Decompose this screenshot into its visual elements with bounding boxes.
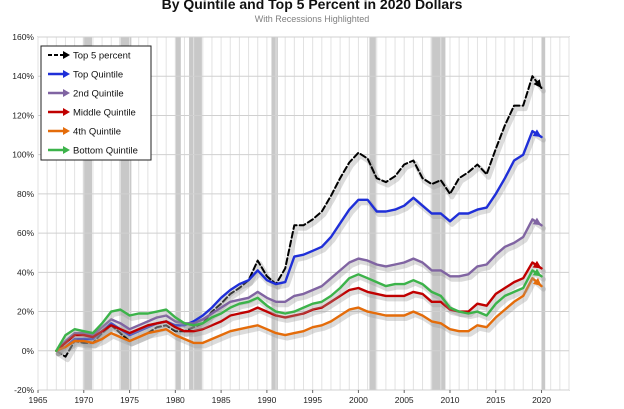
series-shadow [55,131,546,357]
series-end-arrow [532,277,542,287]
series-shadow [55,263,546,357]
y-tick-label: 60% [17,228,34,238]
legend-arrow [63,146,70,154]
y-tick-label: 160% [12,32,34,42]
recession-band [541,37,546,390]
x-tick-label: 2000 [349,395,368,405]
series-shadow [55,278,546,357]
legend-label: Middle Quintile [73,108,136,119]
series-shadow [55,76,546,363]
y-tick-label: 40% [17,267,34,277]
recession-band [369,37,376,390]
legend-arrow [63,51,70,59]
x-tick-label: 1985 [212,395,231,405]
series-line [55,129,543,352]
legend-box [40,45,152,161]
legend-label: Top Quintile [73,70,123,81]
series-line [55,218,543,352]
chart-title: By Quintile and Top 5 Percent in 2020 Do… [162,0,463,12]
recession-band [175,37,181,390]
x-tick-label: 1975 [120,395,139,405]
x-tick-label: 2015 [486,395,505,405]
axis-tick-labels: -20% 0% 20% 40% 60% 80% 100% 120% 140% 160% 1965 19… [12,32,551,405]
recession-band [82,37,93,390]
x-tick-label: 2005 [395,395,414,405]
y-tick-label: 20% [17,307,34,317]
recession-band [271,37,278,390]
legend-label: Top 5 percent [73,51,131,62]
series-end-arrow [532,268,542,277]
series-end-arrow [532,129,542,138]
legend-arrow [63,108,70,116]
legend-arrow [63,127,70,135]
recession-band [189,37,202,390]
y-tick-label: 100% [12,150,34,160]
x-tick-label: 2010 [441,395,460,405]
series-end-arrow [532,217,542,226]
legend-label: Bottom Quintile [73,146,138,157]
x-tick-label: 1990 [257,395,276,405]
recession-band [119,37,132,390]
chart-subtitle: With Recessions Highlighted [255,14,370,24]
y-tick-label: 140% [12,71,34,81]
x-tick-label: 1965 [29,395,48,405]
y-tick-label: -20% [14,385,34,395]
y-tick-label: 80% [17,189,34,199]
y-tick-label: 120% [12,110,34,120]
series-line [55,269,543,352]
legend-label: 4th Quintile [73,127,121,138]
x-tick-label: 1970 [74,395,93,405]
legend: Top 5 percent Top Quintile 2nd Quintile Mid… [40,45,152,161]
legend-arrow [63,89,70,97]
series-shadow [55,270,546,357]
legend-arrow [63,70,70,78]
y-tick-label: 0% [22,346,35,356]
series-end-arrow [532,260,542,269]
legend-label: 2nd Quintile [73,89,124,100]
x-tick-label: 1980 [166,395,185,405]
series-line [55,277,543,352]
x-tick-label: 2020 [532,395,551,405]
series-lines [55,75,546,363]
x-tick-label: 1995 [303,395,322,405]
series-end-arrow [533,79,542,88]
